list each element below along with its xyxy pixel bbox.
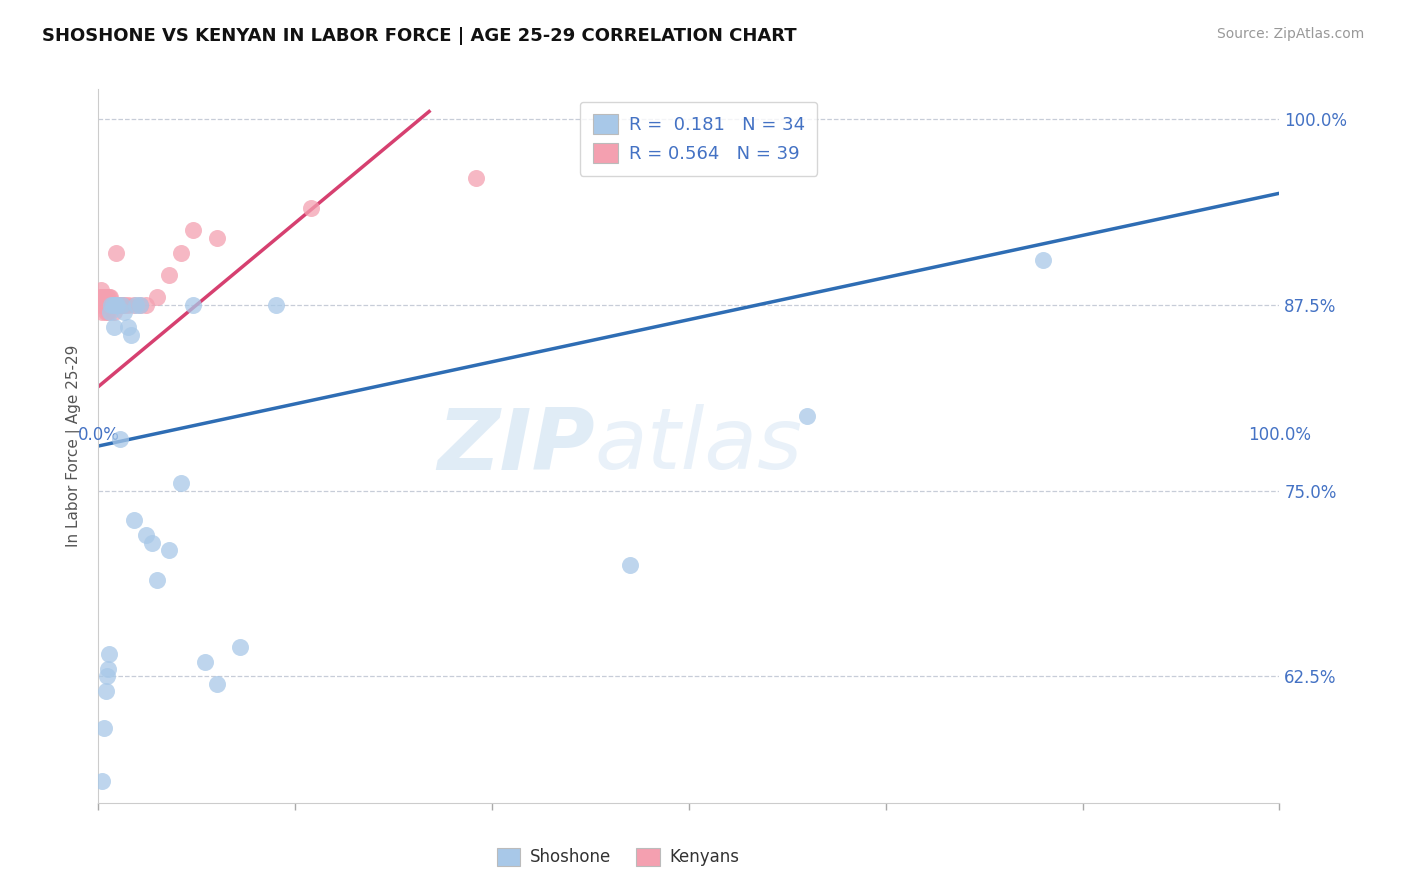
Point [94, 298, 117, 312]
Point [125, 298, 148, 312]
Point [104, 298, 127, 312]
Point [181, 298, 204, 312]
Point [121, 327, 143, 342]
Point [117, 320, 139, 334]
Point [91, 773, 114, 788]
Point [1032, 253, 1054, 268]
Text: Source: ZipAtlas.com: Source: ZipAtlas.com [1216, 27, 1364, 41]
Point [205, 231, 228, 245]
Point [170, 245, 193, 260]
Point [122, 298, 145, 312]
Point [100, 298, 122, 312]
Point [181, 223, 204, 237]
Point [98, 298, 121, 312]
Point [90, 283, 112, 297]
Point [299, 201, 322, 215]
Point [97, 662, 120, 676]
Point [108, 298, 131, 312]
Point [105, 298, 128, 312]
Text: atlas: atlas [595, 404, 803, 488]
Point [93, 722, 115, 736]
Point [91, 290, 114, 304]
Text: SHOSHONE VS KENYAN IN LABOR FORCE | AGE 25-29 CORRELATION CHART: SHOSHONE VS KENYAN IN LABOR FORCE | AGE … [42, 27, 797, 45]
Point [93, 298, 115, 312]
Point [93, 290, 115, 304]
Point [205, 677, 228, 691]
Point [194, 655, 217, 669]
Point [91, 305, 114, 319]
Point [796, 409, 818, 424]
Point [103, 305, 125, 319]
Point [94, 305, 117, 319]
Point [89, 290, 111, 304]
Point [103, 320, 125, 334]
Point [135, 298, 157, 312]
Point [98, 298, 121, 312]
Point [141, 535, 163, 549]
Point [98, 305, 121, 319]
Point [97, 298, 120, 312]
Point [157, 543, 180, 558]
Point [105, 298, 128, 312]
Point [128, 298, 150, 312]
Text: 0.0%: 0.0% [77, 426, 120, 444]
Point [91, 298, 114, 312]
Point [619, 558, 641, 572]
Point [170, 476, 193, 491]
Point [105, 245, 128, 260]
Point [100, 298, 122, 312]
Point [94, 684, 117, 698]
Point [128, 298, 150, 312]
Point [117, 298, 139, 312]
Point [112, 298, 135, 312]
Text: ZIP: ZIP [437, 404, 595, 488]
Point [96, 669, 118, 683]
Point [98, 647, 121, 661]
Point [112, 305, 135, 319]
Point [111, 298, 134, 312]
Point [264, 298, 287, 312]
Point [157, 268, 180, 282]
Point [96, 290, 118, 304]
Point [135, 528, 157, 542]
Point [108, 432, 131, 446]
Point [122, 513, 145, 527]
Point [96, 298, 118, 312]
Text: 100.0%: 100.0% [1249, 426, 1310, 444]
Point [101, 298, 124, 312]
Point [98, 290, 121, 304]
Point [98, 290, 121, 304]
Point [91, 290, 114, 304]
Point [97, 305, 120, 319]
Point [229, 640, 252, 654]
Legend: Shoshone, Kenyans: Shoshone, Kenyans [489, 841, 747, 873]
Point [465, 171, 488, 186]
Point [111, 298, 134, 312]
Point [146, 573, 169, 587]
Y-axis label: In Labor Force | Age 25-29: In Labor Force | Age 25-29 [66, 345, 83, 547]
Point [104, 298, 127, 312]
Point [146, 290, 169, 304]
Point [90, 298, 112, 312]
Point [105, 298, 128, 312]
Point [101, 298, 124, 312]
